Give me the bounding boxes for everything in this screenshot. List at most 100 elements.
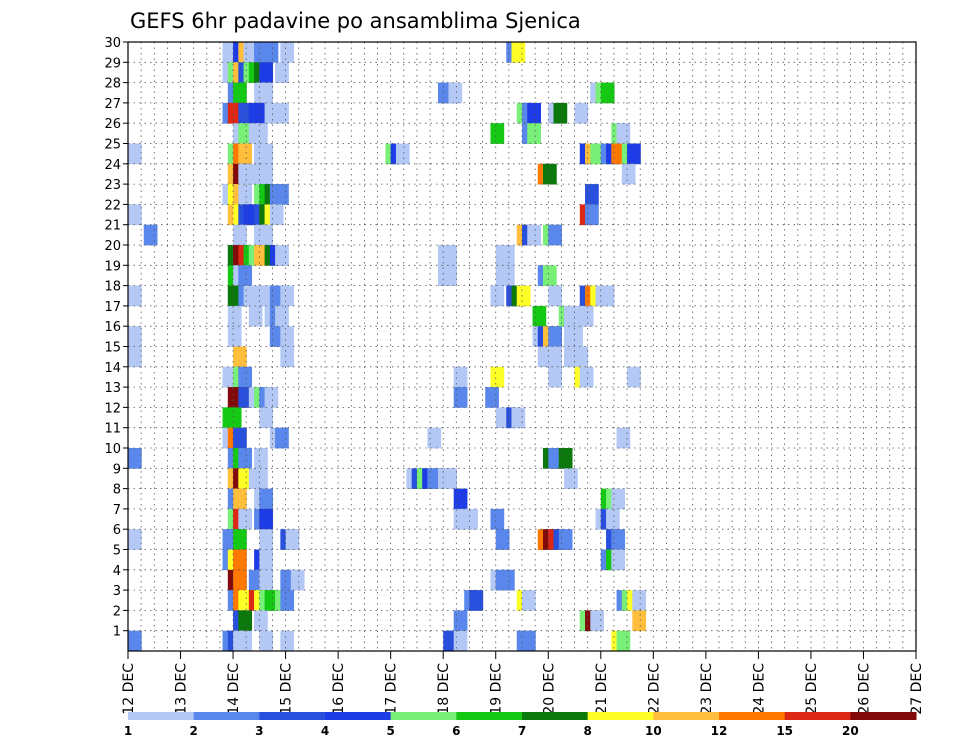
cell-member-24-74 (259, 163, 274, 185)
cell-member-7-255 (464, 508, 478, 530)
cell-member-2-319 (590, 610, 605, 632)
y-tick-label-3: 3 (113, 584, 121, 599)
cell-member-7-256 (490, 508, 505, 530)
y-tick-label-12: 12 (104, 401, 121, 416)
cell-member-7-252 (259, 508, 274, 530)
cell-member-10-218 (238, 448, 253, 469)
colorbar-label-8: 8 (583, 724, 591, 738)
cell-member-14-187 (490, 366, 505, 388)
cell-member-19-125 (238, 265, 253, 286)
cell-member-21-108 (548, 224, 562, 246)
cell-member-14-186 (453, 366, 468, 388)
colorbar-label-3: 3 (255, 724, 263, 738)
cell-member-8-244 (453, 488, 468, 510)
cell-member-26-48 (527, 123, 541, 144)
cell-member-13-200 (485, 387, 499, 408)
y-tick-label-22: 22 (104, 198, 121, 213)
y-tick-label-9: 9 (113, 462, 121, 477)
cell-member-3-306 (469, 590, 484, 611)
y-tick-label-16: 16 (104, 320, 121, 335)
colorbar-label-6: 6 (452, 724, 460, 738)
cell-member-19-131 (543, 265, 557, 286)
cell-member-10-223 (558, 448, 573, 469)
cell-member-15-176 (280, 346, 295, 368)
cell-member-3-312 (632, 590, 647, 611)
cell-member-9-228 (254, 468, 268, 489)
cell-member-21-106 (527, 224, 541, 246)
cell-member-15-174 (128, 346, 142, 368)
colorbar-swatch-9 (719, 712, 786, 720)
cell-member-6-263 (233, 529, 247, 550)
cell-member-26-46 (490, 123, 505, 144)
cell-member-25-54 (238, 143, 253, 165)
cell-member-28-27 (600, 82, 615, 104)
cell-member-30-8 (511, 42, 526, 63)
colorbar-swatch-3 (325, 712, 392, 720)
cell-member-27-38 (527, 102, 541, 124)
x-tick-label-5: 17 DEC (384, 663, 400, 715)
cell-member-25-56 (259, 143, 274, 165)
cell-member-25-51 (128, 143, 142, 165)
cell-member-12-202 (227, 407, 242, 429)
colorbar-label-7: 7 (518, 724, 526, 738)
x-tick-label-10: 22 DEC (646, 663, 662, 715)
cell-member-12-203 (259, 407, 274, 429)
cell-member-14-188 (548, 366, 562, 388)
x-tick-label-12: 24 DEC (751, 663, 767, 715)
cell-member-27-33 (254, 102, 268, 124)
cell-member-11-212 (275, 427, 289, 449)
cell-member-3-308 (522, 590, 536, 611)
y-tick-label-17: 17 (104, 300, 121, 315)
x-tick-label-7: 19 DEC (489, 663, 505, 715)
cell-member-18-153 (600, 285, 615, 307)
cell-member-24-72 (238, 163, 253, 185)
cell-member-14-191 (627, 366, 641, 388)
cell-member-29-16 (259, 62, 274, 83)
colorbar: 1 2 3 4 5 6 7 8 10 12 15 20 (124, 712, 917, 738)
cell-member-5-279 (259, 549, 274, 571)
colorbar-label-10: 10 (645, 724, 662, 738)
colorbar-label-1: 1 (124, 724, 132, 738)
cell-member-16-166 (269, 326, 284, 347)
cell-member-6-272 (558, 529, 573, 550)
colorbar-label-4: 4 (321, 724, 329, 738)
y-tick-label-1: 1 (113, 625, 121, 640)
colorbar-swatch-8 (653, 712, 720, 720)
cell-member-8-241 (233, 488, 247, 510)
cell-member-14-185 (238, 366, 253, 388)
cell-member-16-171 (548, 326, 562, 347)
cell-member-16-173 (569, 326, 584, 347)
cell-member-15-181 (574, 346, 589, 368)
colorbar-label-20: 20 (842, 724, 859, 738)
chart-title: GEFS 6hr padavine po ansamblima Sjenica (130, 9, 581, 33)
cell-member-18-147 (516, 285, 531, 307)
cell-member-26-43 (238, 123, 253, 144)
colorbar-swatch-6 (522, 712, 589, 720)
cell-member-2-315 (254, 610, 268, 632)
y-tick-label-24: 24 (104, 158, 121, 173)
cell-member-2-314 (238, 610, 253, 632)
cell-member-1-334 (616, 630, 631, 652)
cell-member-13-194 (238, 387, 253, 408)
cell-member-1-321 (128, 630, 142, 652)
cell-member-5-277 (233, 549, 247, 571)
cell-member-30-6 (280, 42, 295, 63)
cell-member-18-143 (280, 285, 295, 307)
cell-member-23-86 (275, 184, 289, 205)
cell-member-9-239 (564, 468, 578, 489)
cell-member-6-266 (285, 529, 300, 550)
y-tick-label-10: 10 (104, 442, 121, 457)
y-tick-label-13: 13 (104, 381, 121, 396)
cell-member-6-274 (611, 529, 626, 550)
y-tick-label-15: 15 (104, 341, 121, 356)
cell-member-18-148 (548, 285, 562, 307)
cell-member-18-144 (490, 285, 505, 307)
colorbar-swatch-2 (259, 712, 326, 720)
cell-member-23-81 (238, 184, 253, 205)
y-tick-label-11: 11 (104, 422, 121, 437)
cell-member-11-214 (616, 427, 631, 449)
x-tick-label-6: 18 DEC (436, 663, 452, 715)
cell-member-4-290 (290, 569, 305, 591)
y-tick-label-5: 5 (113, 544, 121, 559)
x-tick-label-0: 12 DEC (121, 663, 137, 715)
